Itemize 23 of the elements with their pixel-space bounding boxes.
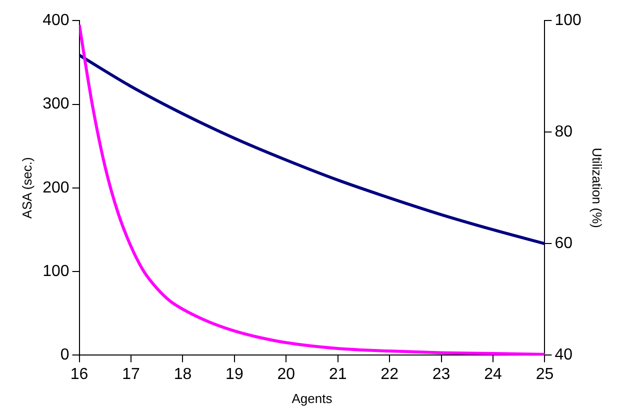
y-tick-label: 400 — [42, 12, 70, 30]
y2-tick-label: 100 — [554, 12, 582, 30]
y-tick-label: 100 — [42, 262, 70, 280]
x-tick-label: 25 — [536, 366, 554, 384]
x-tick-label: 16 — [70, 366, 88, 384]
x-tick-label: 21 — [328, 366, 347, 384]
x-tick-label: 20 — [277, 366, 296, 384]
x-tick-label: 18 — [174, 366, 192, 384]
y2-tick-label: 80 — [554, 124, 573, 141]
x-tick-label: 22 — [380, 366, 399, 384]
y2-tick-label: 60 — [554, 235, 573, 252]
x-tick-label: 17 — [122, 366, 140, 384]
y-axis-title: ASA (sec.) — [19, 157, 34, 219]
y-tick-label: 300 — [42, 96, 70, 113]
x-axis-title: Agents — [292, 390, 333, 406]
y2-axis-title: Utilization (%) — [590, 148, 605, 228]
y2-tick-label: 40 — [554, 346, 573, 364]
y-tick-label: 0 — [60, 346, 70, 364]
line-series — [79, 54, 545, 246]
y-tick-label: 200 — [42, 179, 70, 196]
x-tick-label: 24 — [484, 366, 502, 384]
x-tick-label: 19 — [226, 366, 244, 384]
x-tick-label: 23 — [432, 366, 450, 384]
